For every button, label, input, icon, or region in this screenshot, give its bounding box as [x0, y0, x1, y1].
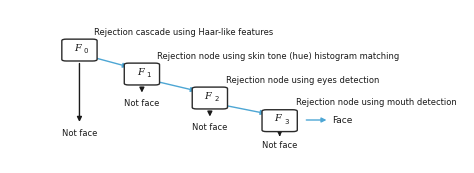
Text: Rejection cascade using Haar-like features: Rejection cascade using Haar-like featur…: [94, 28, 273, 37]
FancyBboxPatch shape: [62, 39, 97, 61]
Text: 0: 0: [84, 48, 88, 54]
Text: F: F: [205, 92, 211, 101]
FancyBboxPatch shape: [124, 63, 160, 85]
Text: Rejection node using mouth detection: Rejection node using mouth detection: [296, 98, 457, 107]
Text: Rejection node using eyes detection: Rejection node using eyes detection: [227, 76, 380, 85]
Text: 1: 1: [146, 72, 151, 78]
Text: Face: Face: [332, 116, 352, 125]
Text: Not face: Not face: [62, 129, 97, 139]
Text: Rejection node using skin tone (hue) histogram matching: Rejection node using skin tone (hue) his…: [156, 52, 399, 61]
Text: F: F: [137, 67, 144, 76]
Text: 2: 2: [214, 96, 219, 102]
Text: F: F: [274, 114, 281, 123]
Text: 3: 3: [284, 119, 289, 125]
Text: Not face: Not face: [192, 123, 228, 132]
FancyBboxPatch shape: [192, 87, 228, 109]
Text: Not face: Not face: [124, 99, 160, 108]
FancyBboxPatch shape: [262, 110, 297, 132]
Text: Not face: Not face: [262, 142, 297, 151]
Text: F: F: [74, 44, 81, 53]
